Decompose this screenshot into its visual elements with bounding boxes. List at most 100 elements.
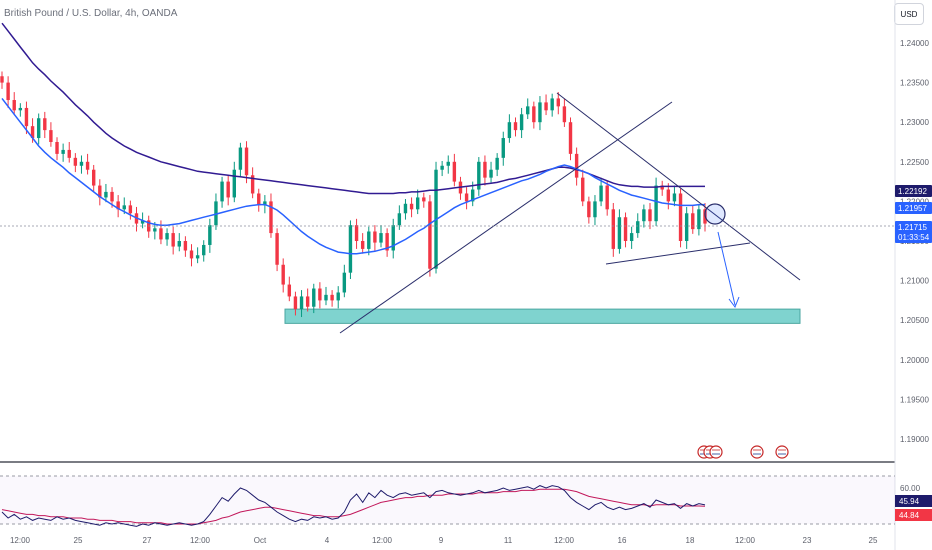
candle-body[interactable] xyxy=(452,161,457,182)
candle-body[interactable] xyxy=(257,193,261,206)
candle-body[interactable] xyxy=(574,153,579,178)
candle-body[interactable] xyxy=(684,213,689,241)
candle-body[interactable] xyxy=(318,288,322,301)
candle-body[interactable] xyxy=(403,203,408,214)
candle-body[interactable] xyxy=(642,209,646,222)
candle-body[interactable] xyxy=(55,142,59,154)
candle-body[interactable] xyxy=(562,106,567,123)
candle-body[interactable] xyxy=(287,284,292,297)
candle-body[interactable] xyxy=(544,102,548,111)
candle-body[interactable] xyxy=(556,98,560,107)
candle-body[interactable] xyxy=(391,225,395,251)
candle-body[interactable] xyxy=(73,157,78,166)
candle-body[interactable] xyxy=(526,106,530,115)
candle-body[interactable] xyxy=(648,209,652,222)
candle-body[interactable] xyxy=(208,225,212,245)
candle-body[interactable] xyxy=(697,209,701,230)
candle-body[interactable] xyxy=(587,201,591,218)
candle-body[interactable] xyxy=(140,220,145,224)
candle-body[interactable] xyxy=(440,165,444,170)
candle-body[interactable] xyxy=(299,296,304,310)
candle-body[interactable] xyxy=(446,161,450,166)
candle-body[interactable] xyxy=(312,288,316,307)
candle-body[interactable] xyxy=(110,191,114,202)
candle-body[interactable] xyxy=(244,147,249,176)
candle-body[interactable] xyxy=(519,114,524,131)
candle-body[interactable] xyxy=(678,193,683,241)
candle-body[interactable] xyxy=(599,185,603,202)
candle-body[interactable] xyxy=(24,107,29,127)
candle-body[interactable] xyxy=(550,98,554,111)
candle-body[interactable] xyxy=(471,189,475,202)
candle-body[interactable] xyxy=(202,244,206,256)
candle-body[interactable] xyxy=(611,209,616,249)
candle-body[interactable] xyxy=(30,126,35,139)
candle-body[interactable] xyxy=(636,221,640,234)
candle-body[interactable] xyxy=(183,241,188,251)
candle-body[interactable] xyxy=(79,161,84,166)
candle-body[interactable] xyxy=(581,177,585,202)
candle-body[interactable] xyxy=(238,147,243,170)
candle-body[interactable] xyxy=(342,272,347,293)
candle-body[interactable] xyxy=(275,233,279,265)
candle-body[interactable] xyxy=(128,205,133,214)
candle-body[interactable] xyxy=(232,169,236,198)
candle-body[interactable] xyxy=(18,107,23,111)
candle-body[interactable] xyxy=(281,264,285,285)
candle-body[interactable] xyxy=(165,233,169,240)
candle-body[interactable] xyxy=(293,296,298,310)
candle-body[interactable] xyxy=(672,193,677,202)
projection-arrow-line[interactable] xyxy=(717,231,736,306)
candle-body[interactable] xyxy=(354,225,359,241)
candle-body[interactable] xyxy=(269,201,273,234)
candle-body[interactable] xyxy=(660,185,664,190)
candle-body[interactable] xyxy=(91,169,96,186)
candle-body[interactable] xyxy=(250,175,255,194)
candle-body[interactable] xyxy=(538,102,542,123)
candle-body[interactable] xyxy=(617,217,622,249)
candle-body[interactable] xyxy=(85,161,90,170)
candle-body[interactable] xyxy=(49,130,53,142)
candle-body[interactable] xyxy=(568,122,573,154)
triangle-support-line[interactable] xyxy=(605,242,751,265)
candle-body[interactable] xyxy=(330,294,334,301)
candle-body[interactable] xyxy=(409,203,414,210)
candle-body[interactable] xyxy=(36,118,41,139)
candle-body[interactable] xyxy=(397,213,402,226)
uk-flag-icon[interactable] xyxy=(775,445,789,459)
descending-trendline[interactable] xyxy=(556,92,801,281)
candle-body[interactable] xyxy=(43,118,47,131)
candle-body[interactable] xyxy=(605,185,609,210)
candle-body[interactable] xyxy=(623,217,628,241)
candle-body[interactable] xyxy=(415,197,420,210)
candle-body[interactable] xyxy=(489,169,493,178)
candle-body[interactable] xyxy=(422,197,426,202)
candle-body[interactable] xyxy=(507,122,512,139)
candle-body[interactable] xyxy=(379,233,383,243)
candle-body[interactable] xyxy=(495,157,499,170)
candle-body[interactable] xyxy=(477,161,481,190)
candle-body[interactable] xyxy=(691,213,695,230)
candle-body[interactable] xyxy=(226,181,230,198)
candle-body[interactable] xyxy=(177,241,181,247)
candle-body[interactable] xyxy=(654,185,658,222)
candle-body[interactable] xyxy=(385,233,389,251)
candle-body[interactable] xyxy=(629,233,634,241)
candle-body[interactable] xyxy=(513,122,518,131)
candle-body[interactable] xyxy=(6,82,10,101)
support-zone[interactable] xyxy=(284,308,801,324)
candle-body[interactable] xyxy=(464,193,469,202)
candle-body[interactable] xyxy=(104,191,108,198)
candle-body[interactable] xyxy=(12,100,16,111)
candle-body[interactable] xyxy=(324,294,328,301)
candle-body[interactable] xyxy=(263,201,267,206)
candle-body[interactable] xyxy=(195,255,200,259)
candle-body[interactable] xyxy=(428,201,432,269)
candle-body[interactable] xyxy=(666,189,671,202)
candle-body[interactable] xyxy=(171,233,175,247)
candle-body[interactable] xyxy=(220,181,224,202)
breakout-circle[interactable] xyxy=(704,203,726,225)
candle-body[interactable] xyxy=(67,149,71,158)
